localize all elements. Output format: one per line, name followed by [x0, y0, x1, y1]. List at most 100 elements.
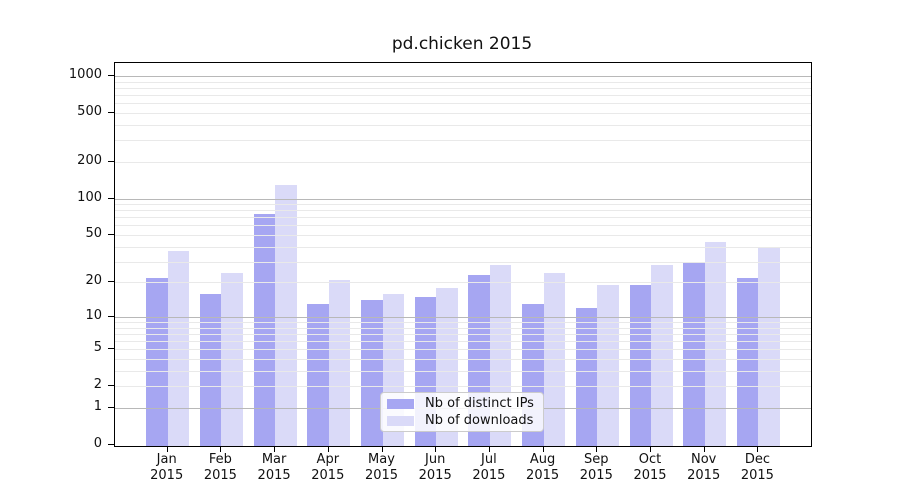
minor-gridline-50 — [115, 235, 811, 236]
x-tick-label-aug: Aug 2015 — [513, 452, 573, 484]
minor-gridline-20 — [115, 282, 811, 284]
minor-gridline-2 — [115, 386, 811, 388]
x-tick-mark-sep — [596, 447, 598, 452]
minor-gridline-90 — [115, 204, 811, 205]
x-tick-mark-jan — [166, 447, 168, 452]
x-tick-year: 2015 — [311, 468, 345, 483]
x-tick-mark-oct — [650, 447, 651, 452]
y-tick-label-5: 5 — [93, 340, 102, 356]
y-tick-label-500: 500 — [77, 103, 102, 119]
bar-may-ips — [361, 300, 383, 446]
minor-gridline-500 — [115, 112, 811, 114]
minor-gridline-300 — [115, 140, 811, 142]
x-tick-year: 2015 — [418, 468, 452, 483]
x-tick-year: 2015 — [203, 468, 237, 483]
bar-nov-ips — [683, 261, 705, 446]
y-tick-label-100: 100 — [77, 189, 102, 205]
bar-nov-downloads — [704, 241, 727, 446]
bar-oct-ips — [629, 285, 651, 446]
x-tick-label-feb: Feb 2015 — [190, 452, 250, 484]
bar-apr-downloads — [328, 279, 351, 446]
x-tick-mark-apr — [327, 447, 329, 452]
chart-title: pd.chicken 2015 — [391, 34, 533, 54]
major-gridline-100 — [115, 198, 811, 200]
major-gridline-10 — [115, 316, 811, 318]
x-tick-year: 2015 — [740, 468, 774, 483]
y-tick-mark-50 — [108, 234, 114, 235]
y-tick-mark-10 — [108, 315, 114, 317]
x-tick-year: 2015 — [526, 468, 560, 483]
legend-swatch-distinct-ips — [387, 398, 414, 409]
bar-dec-downloads — [758, 246, 780, 446]
x-tick-mark-mar — [274, 447, 276, 452]
x-tick-mark-dec — [757, 447, 759, 452]
x-tick-label-jun: Jun 2015 — [405, 452, 465, 484]
legend: Nb of distinct IPs Nb of downloads — [380, 392, 544, 432]
x-tick-label-jul: Jul 2015 — [459, 452, 519, 484]
x-tick-mark-jul — [488, 447, 490, 452]
x-tick-label-sep: Sep 2015 — [566, 452, 626, 484]
minor-gridline-900 — [115, 81, 811, 83]
y-tick-mark-2 — [108, 385, 114, 387]
bar-sep-downloads — [597, 285, 619, 446]
x-tick-mark-aug — [542, 447, 544, 452]
legend-swatch-downloads — [387, 415, 414, 426]
minor-gridline-60 — [115, 225, 811, 227]
y-tick-mark-1 — [108, 407, 114, 408]
x-tick-year: 2015 — [150, 468, 184, 483]
bar-jan-ips — [146, 277, 168, 446]
y-tick-mark-200 — [108, 160, 114, 162]
minor-gridline-7 — [115, 333, 811, 335]
plot-area — [114, 62, 812, 447]
x-tick-label-apr: Apr 2015 — [298, 452, 358, 484]
x-tick-year: 2015 — [579, 468, 613, 483]
minor-gridline-5 — [115, 349, 811, 351]
x-tick-label-may: May 2015 — [352, 452, 412, 484]
bar-feb-ips — [199, 293, 222, 446]
y-tick-label-0: 0 — [93, 436, 102, 451]
minor-gridline-9 — [115, 322, 811, 323]
legend-row-downloads: Nb of downloads — [387, 413, 535, 428]
y-tick-mark-5 — [108, 348, 114, 350]
minor-gridline-200 — [115, 161, 811, 163]
minor-gridline-30 — [115, 261, 811, 263]
y-tick-label-1000: 1000 — [68, 66, 102, 82]
x-tick-label-dec: Dec 2015 — [727, 452, 787, 484]
minor-gridline-6 — [115, 341, 811, 343]
legend-label-downloads: Nb of downloads — [425, 413, 534, 428]
y-tick-label-50: 50 — [85, 226, 102, 241]
y-tick-mark-0 — [108, 444, 114, 445]
minor-gridline-40 — [115, 246, 811, 248]
x-tick-year: 2015 — [364, 468, 399, 483]
x-tick-mark-may — [381, 447, 383, 452]
x-tick-year: 2015 — [633, 468, 667, 483]
legend-label-distinct-ips: Nb of distinct IPs — [425, 396, 534, 411]
minor-gridline-8 — [115, 327, 811, 329]
x-tick-label-jan: Jan 2015 — [137, 452, 197, 484]
x-tick-year: 2015 — [687, 468, 721, 483]
minor-gridline-3 — [115, 370, 811, 372]
y-tick-label-1: 1 — [93, 399, 102, 414]
y-tick-mark-1000 — [108, 74, 114, 76]
y-tick-mark-20 — [108, 281, 114, 283]
x-tick-label-nov: Nov 2015 — [674, 452, 734, 484]
x-tick-mark-nov — [703, 447, 705, 452]
x-tick-year: 2015 — [257, 468, 291, 483]
y-tick-mark-500 — [108, 111, 114, 113]
x-tick-label-mar: Mar 2015 — [244, 452, 304, 484]
minor-gridline-70 — [115, 217, 811, 219]
y-tick-label-2: 2 — [93, 377, 102, 393]
bar-apr-ips — [307, 304, 329, 446]
bar-jan-downloads — [167, 250, 190, 446]
bar-sep-ips — [575, 308, 598, 446]
bar-mar-ips — [253, 213, 276, 446]
bar-oct-downloads — [651, 265, 673, 446]
minor-gridline-400 — [115, 124, 811, 126]
minor-gridline-4 — [115, 359, 811, 360]
minor-gridline-80 — [115, 210, 811, 212]
minor-gridline-800 — [115, 87, 811, 89]
y-tick-label-10: 10 — [85, 307, 102, 323]
x-tick-label-oct: Oct 2015 — [620, 452, 680, 484]
y-tick-label-20: 20 — [85, 273, 102, 289]
